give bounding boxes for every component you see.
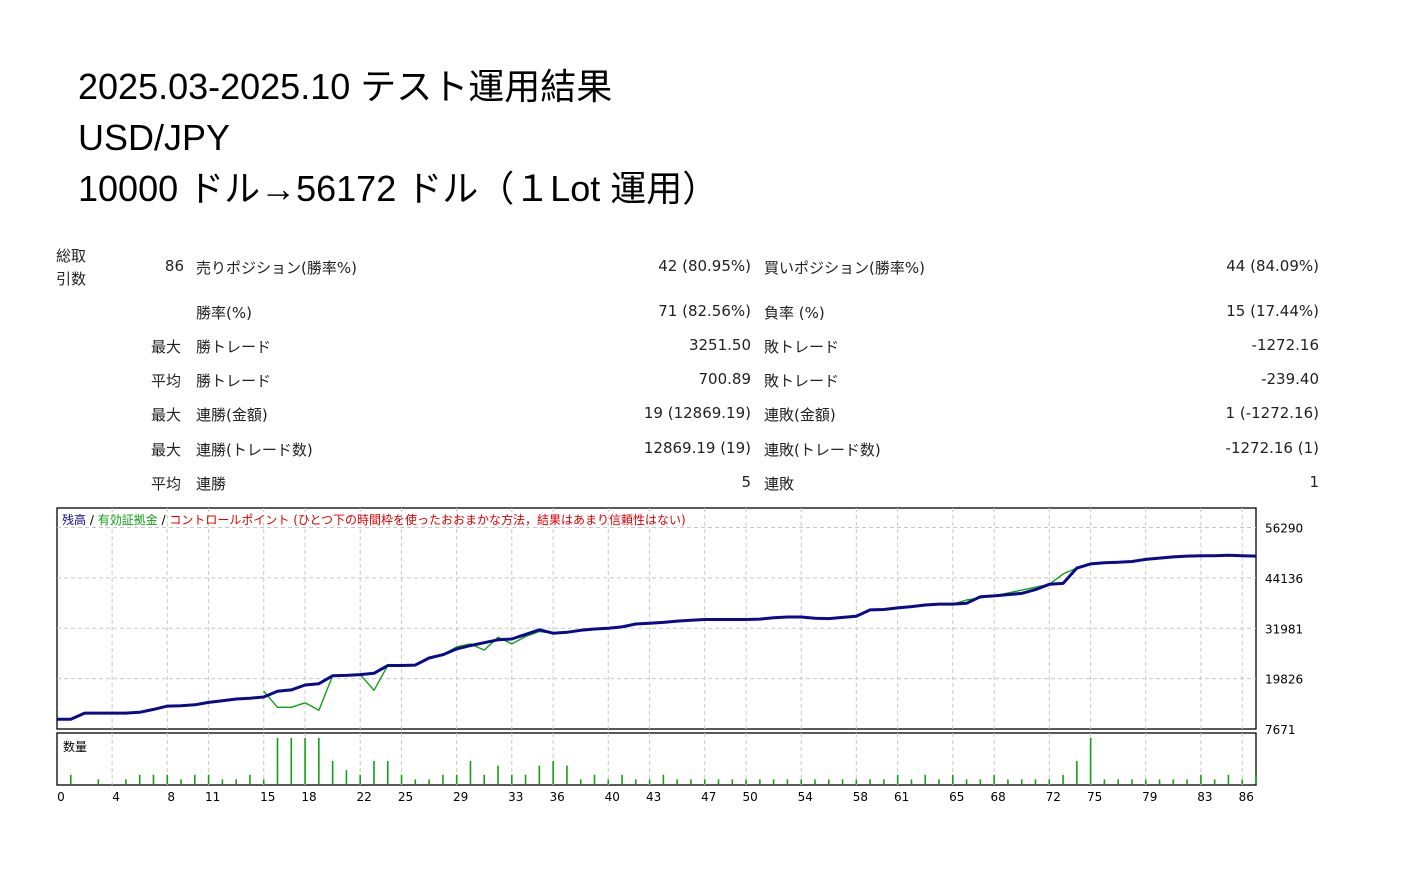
equity-line <box>442 630 554 656</box>
x-tick-label: 75 <box>1087 790 1102 804</box>
balance-line <box>57 553 1257 721</box>
x-tick-label: 58 <box>853 790 868 804</box>
legend-balance: 残高 <box>62 512 86 527</box>
x-tick-label: 40 <box>605 790 620 804</box>
balance-summary: 10000 ドル→56172 ドル（１Lot 運用） <box>78 168 719 209</box>
x-tick-label: 8 <box>167 790 175 804</box>
y-axis: 7671 19826 31981 44136 56290 <box>1265 522 1303 737</box>
x-tick-label: 50 <box>742 790 757 804</box>
x-tick-label: 25 <box>398 790 413 804</box>
x-tick-label: 54 <box>798 790 813 804</box>
x-tick-label: 61 <box>894 790 909 804</box>
report-header: 2025.03-2025.10 テスト運用結果 USD/JPY 10000 ドル… <box>78 62 718 215</box>
volume-label: 数量 <box>63 739 87 754</box>
legend-separator: / <box>158 513 170 527</box>
x-tick-label: 11 <box>205 790 220 804</box>
x-tick-label: 83 <box>1197 790 1212 804</box>
x-tick-label: 4 <box>112 790 120 804</box>
main-plot-frame <box>56 507 1257 730</box>
x-tick-label: 65 <box>949 790 964 804</box>
report-title: 2025.03-2025.10 テスト運用結果 <box>78 66 613 107</box>
x-tick-label: 43 <box>646 790 661 804</box>
x-tick-label: 72 <box>1046 790 1061 804</box>
y-tick-label: 7671 <box>1265 723 1296 737</box>
volume-plot-frame <box>56 732 1257 786</box>
x-tick-label: 22 <box>357 790 372 804</box>
legend-separator: / <box>86 513 98 527</box>
equity-line <box>263 665 389 711</box>
x-tick-label: 0 <box>57 790 65 804</box>
legend-control: コントロールポイント (ひとつ下の時間枠を使ったおおまかな方法，結果はあまり信頼… <box>169 512 685 527</box>
y-tick-label: 19826 <box>1265 673 1303 687</box>
x-tick-label: 29 <box>453 790 468 804</box>
x-axis: 0 4 8 11 15 18 22 25 29 33 36 40 43 47 50 54 58 61 65 68 72 7… <box>57 790 1254 804</box>
volume-bars <box>69 738 1257 784</box>
x-tick-label: 68 <box>991 790 1006 804</box>
x-tick-label: 79 <box>1142 790 1157 804</box>
x-tick-label: 18 <box>301 790 316 804</box>
currency-pair: USD/JPY <box>78 117 231 158</box>
legend: 残高 / 有効証拠金 / コントロールポイント (ひとつ下の時間枠を使ったおおま… <box>62 512 686 527</box>
y-tick-label: 31981 <box>1265 622 1303 636</box>
x-tick-label: 86 <box>1239 790 1254 804</box>
legend-equity: 有効証拠金 <box>98 512 158 527</box>
x-tick-label: 36 <box>549 790 564 804</box>
series <box>57 553 1257 721</box>
y-tick-label: 56290 <box>1265 522 1303 536</box>
y-tick-label: 44136 <box>1265 572 1303 586</box>
x-tick-label: 33 <box>508 790 523 804</box>
x-tick-label: 15 <box>260 790 275 804</box>
x-tick-label: 47 <box>701 790 716 804</box>
